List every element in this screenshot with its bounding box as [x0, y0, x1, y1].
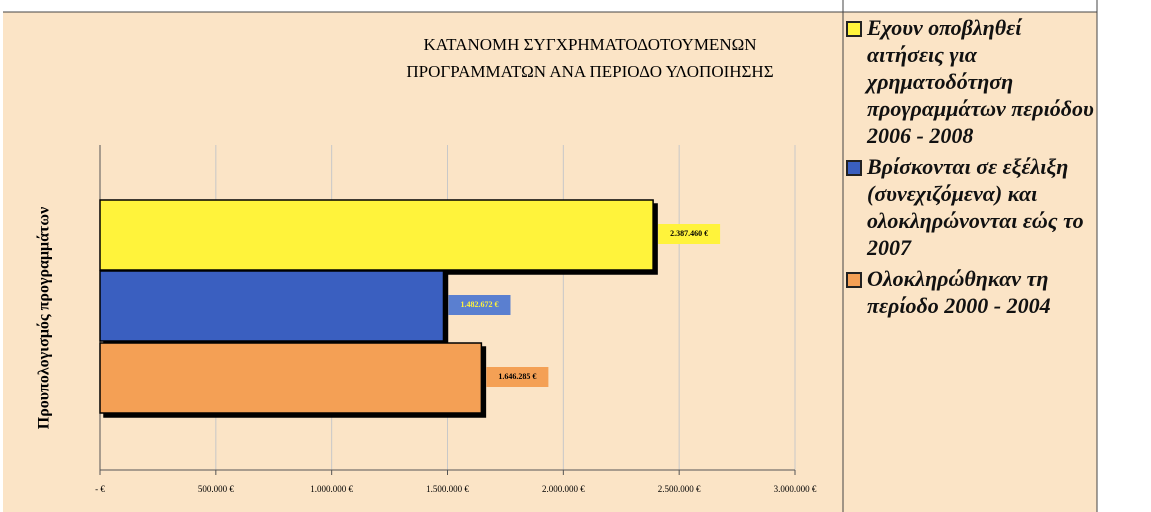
legend-label: Εχουν οποβληθεί αιτήσεις για χρηματοδότη… [867, 15, 1094, 148]
bar [99, 270, 445, 342]
chart-title: ΠΡΟΓΡΑΜΜΑΤΩΝ ΑΝΑ ΠΕΡΙΟΔΟ ΥΛΟΠΟΙΗΣΗΣ [406, 62, 773, 81]
legend-swatch [846, 21, 862, 37]
x-tick-label: 3.000.000 € [774, 484, 817, 494]
data-label: 1.646.285 € [498, 372, 536, 381]
x-tick-label: 1.500.000 € [426, 484, 469, 494]
data-label: 2.387.460 € [670, 229, 708, 238]
data-label: 1.482.672 € [460, 300, 498, 309]
legend-entry: Βρίσκονται σε εξέλιξη (συνεχιζόμενα) και… [846, 153, 1096, 261]
legend-entry: Ολοκληρώθηκαν τη περίοδο 2000 - 2004 [846, 265, 1096, 319]
x-tick-label: - € [95, 484, 105, 494]
data-label-box [658, 224, 721, 244]
data-label-box [448, 295, 511, 315]
legend-entry: Εχουν οποβληθεί αιτήσεις για χρηματοδότη… [846, 14, 1096, 149]
chart-title: ΚΑΤΑΝΟΜΗ ΣΥΓΧΡΗΜΑΤΟΔΟΤΟΥΜΕΝΩΝ [423, 35, 756, 54]
x-tick-label: 500.000 € [198, 484, 235, 494]
legend: Εχουν οποβληθεί αιτήσεις για χρηματοδότη… [846, 14, 1096, 323]
y-axis-label: Προυπολογισμός προγραμμάτων [36, 207, 53, 430]
legend-label: Ολοκληρώθηκαν τη περίοδο 2000 - 2004 [867, 266, 1051, 318]
bar [99, 342, 483, 414]
legend-swatch [846, 272, 862, 288]
x-tick-label: 2.500.000 € [658, 484, 701, 494]
x-tick-label: 2.000.000 € [542, 484, 585, 494]
bar [99, 199, 654, 271]
x-tick-label: 1.000.000 € [310, 484, 353, 494]
data-label-box [486, 367, 549, 387]
legend-swatch [846, 160, 862, 176]
legend-label: Βρίσκονται σε εξέλιξη (συνεχιζόμενα) και… [867, 154, 1084, 260]
